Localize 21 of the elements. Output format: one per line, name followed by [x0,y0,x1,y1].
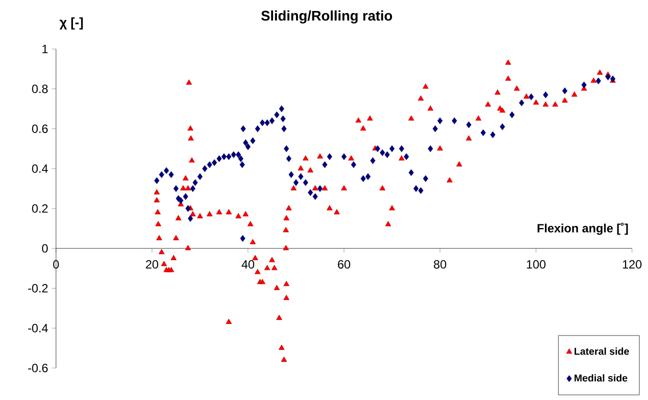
chart-title: Sliding/Rolling ratio [261,10,392,24]
x-tick-label: 100 [526,260,546,269]
y-tick-label: 1 [42,44,48,54]
y-tick-label: -0.6 [28,364,48,372]
y-axis-title: χ [-] [60,17,83,30]
y-tick-label: 0.2 [32,204,48,213]
x-tick-label: 60 [338,260,350,269]
y-tick-label: 0.4 [32,164,48,173]
x-axis-title: Flexion angle [˚] [538,222,628,235]
y-tick-label: 0.6 [32,124,48,133]
x-tick-label: 20 [146,260,158,269]
y-tick-label: -0.4 [28,324,48,332]
y-tick-label: 0.8 [32,84,48,94]
legend-label: Lateral side [574,348,629,355]
x-tick-label: 80 [434,260,446,269]
y-tick-label: 0 [42,244,48,253]
x-tick-label: 40 [242,260,254,269]
x-tick-label: 120 [622,260,642,269]
x-tick-label: 0 [53,260,59,269]
y-tick-label: -0.2 [28,284,48,292]
legend-label: Medial side [574,374,628,382]
